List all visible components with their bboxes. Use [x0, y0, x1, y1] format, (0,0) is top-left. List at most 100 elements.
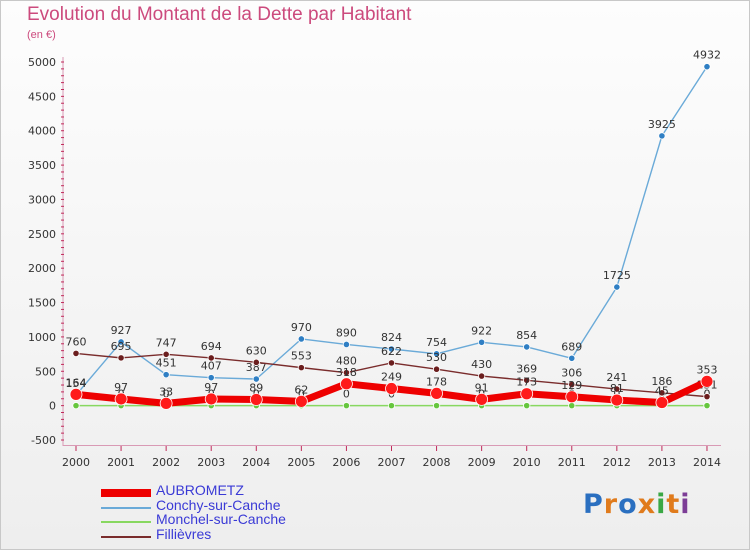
- data-label-conchy-sur-canche: 824: [381, 331, 402, 344]
- data-point-monchel-sur-canche: [72, 402, 80, 410]
- data-point-aubrometz: [520, 387, 534, 401]
- data-label-aubrometz: 89: [249, 382, 263, 395]
- data-point-conchy-sur-canche: [613, 283, 621, 291]
- data-label-aubrometz: 62: [294, 383, 308, 396]
- data-point-aubrometz: [204, 392, 218, 406]
- x-tick-label: 2005: [287, 456, 315, 469]
- data-point-aubrometz: [114, 392, 128, 406]
- data-label-aubrometz: 81: [610, 382, 624, 395]
- data-point-aubrometz: [655, 396, 669, 409]
- data-point-conchy-sur-canche: [703, 63, 711, 71]
- x-tick-label: 2006: [332, 456, 360, 469]
- y-tick-label: 2500: [28, 228, 56, 241]
- data-point-conchy-sur-canche: [523, 343, 531, 351]
- data-point-aubrometz: [69, 387, 83, 401]
- data-point-fillievres: [162, 350, 170, 358]
- data-label-conchy-sur-canche: 922: [471, 324, 492, 337]
- data-point-conchy-sur-canche: [117, 338, 125, 346]
- data-point-fillievres: [658, 389, 666, 397]
- data-label-monchel-sur-canche: 0: [343, 388, 350, 401]
- chart-subtitle: (en €): [27, 29, 56, 41]
- data-point-aubrometz: [159, 396, 173, 410]
- data-label-conchy-sur-canche: 854: [516, 329, 537, 342]
- data-label-fillievres: 694: [201, 340, 222, 353]
- data-point-aubrometz: [385, 382, 398, 395]
- data-label-aubrometz: 97: [204, 381, 218, 394]
- y-tick-label: 2000: [28, 262, 56, 275]
- legend-swatch-aubrometz: [101, 489, 151, 497]
- chart-title: Evolution du Montant de la Dette par Hab…: [27, 4, 412, 25]
- data-label-conchy-sur-canche: 154: [66, 377, 87, 390]
- data-label-fillievres: 480: [336, 355, 357, 368]
- legend-swatch-monchel: [101, 521, 151, 523]
- data-label-fillievres: 622: [381, 345, 402, 358]
- data-label-conchy-sur-canche: 407: [201, 360, 222, 373]
- x-tick-label: 2004: [242, 456, 270, 469]
- data-point-conchy-sur-canche: [207, 374, 215, 382]
- y-tick-label: 4500: [28, 90, 56, 103]
- x-tick-label: 2001: [107, 456, 135, 469]
- logo-letter: i: [680, 489, 691, 520]
- logo-letter: i: [656, 489, 667, 520]
- x-tick-label: 2000: [62, 456, 90, 469]
- y-tick-label: 3000: [28, 193, 56, 206]
- data-label-conchy-sur-canche: 754: [426, 336, 447, 349]
- legend-label-conchy: Conchy-sur-Canche: [156, 496, 281, 513]
- logo-letter: r: [603, 489, 619, 520]
- data-label-conchy-sur-canche: 451: [156, 357, 177, 370]
- x-tick-label: 2002: [152, 456, 180, 469]
- data-label-fillievres: 430: [471, 358, 492, 371]
- data-label-conchy-sur-canche: 689: [561, 340, 582, 353]
- y-tick-label: 1000: [28, 331, 56, 344]
- data-label-aubrometz: 318: [336, 366, 357, 379]
- logo-letter: P: [583, 489, 604, 520]
- data-label-aubrometz: 178: [426, 375, 447, 388]
- logo-letter: x: [637, 489, 657, 520]
- y-tick-label: 4000: [28, 125, 56, 138]
- data-point-aubrometz: [565, 390, 579, 404]
- data-point-conchy-sur-canche: [478, 338, 486, 346]
- y-tick-label: 3500: [28, 159, 56, 172]
- data-point-aubrometz: [475, 392, 489, 406]
- data-label-conchy-sur-canche: 1725: [603, 269, 631, 282]
- data-point-monchel-sur-canche: [342, 402, 351, 410]
- data-point-fillievres: [72, 349, 80, 358]
- data-label-fillievres: 760: [66, 335, 87, 348]
- data-label-monchel-sur-canche: 0: [163, 388, 170, 401]
- data-label-conchy-sur-canche: 4932: [693, 49, 721, 62]
- data-label-fillievres: 369: [516, 362, 537, 375]
- data-point-monchel-sur-canche: [703, 402, 711, 410]
- legend-label-monchel: Monchel-sur-Canche: [156, 511, 286, 527]
- logo-letter: t: [666, 489, 681, 520]
- x-tick-label: 2014: [693, 456, 721, 469]
- data-label-aubrometz: 91: [475, 381, 489, 394]
- data-point-aubrometz: [700, 374, 714, 388]
- y-tick-label: -500: [31, 434, 56, 447]
- legend-label-aubrometz: AUBROMETZ: [156, 482, 244, 498]
- proxiti-logo: Proxiti: [583, 489, 691, 520]
- data-point-conchy-sur-canche: [432, 350, 441, 358]
- y-tick-label: 0: [49, 400, 56, 413]
- data-point-fillievres: [297, 364, 305, 372]
- data-point-conchy-sur-canche: [252, 375, 260, 383]
- data-point-aubrometz: [294, 394, 308, 408]
- data-label-fillievres: 747: [156, 336, 177, 349]
- data-label-fillievres: 530: [426, 351, 447, 364]
- data-label-fillievres: 241: [606, 371, 627, 384]
- data-point-monchel-sur-canche: [568, 402, 576, 410]
- data-point-monchel-sur-canche: [523, 402, 531, 410]
- data-label-fillievres: 306: [561, 367, 582, 380]
- data-label-fillievres: 630: [246, 344, 267, 357]
- data-label-conchy-sur-canche: 387: [246, 361, 267, 374]
- data-point-monchel-sur-canche: [387, 402, 396, 410]
- x-tick-label: 2012: [603, 456, 631, 469]
- data-label-conchy-sur-canche: 890: [336, 326, 357, 339]
- y-tick-label: 1500: [28, 297, 56, 310]
- data-point-aubrometz: [249, 393, 263, 406]
- data-label-aubrometz: 45: [655, 385, 669, 398]
- data-label-fillievres: 553: [291, 350, 312, 363]
- data-label-aubrometz: 129: [561, 379, 582, 392]
- data-point-fillievres: [387, 359, 396, 367]
